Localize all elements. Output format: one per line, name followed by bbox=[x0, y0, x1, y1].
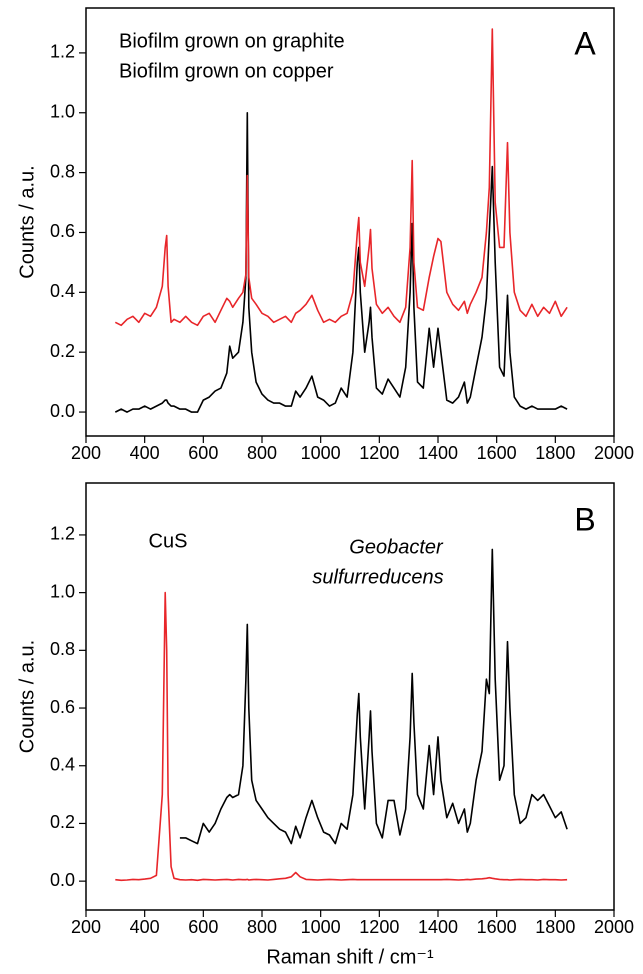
x-tick-label: 1600 bbox=[477, 917, 517, 937]
y-tick-label: 0.6 bbox=[50, 697, 75, 717]
x-tick-label: 1000 bbox=[301, 443, 341, 463]
x-tick-label: 1400 bbox=[418, 443, 458, 463]
plot-frame bbox=[85, 482, 615, 911]
x-axis-label: Raman shift / cm⁻¹ bbox=[266, 946, 434, 968]
y-tick-label: 1.2 bbox=[50, 42, 75, 62]
annotation: B bbox=[574, 501, 595, 537]
y-tick-label: 1.0 bbox=[50, 581, 75, 601]
x-tick-label: 400 bbox=[130, 917, 160, 937]
y-axis-label: Counts / a.u. bbox=[16, 640, 38, 753]
y-tick-label: 0.8 bbox=[50, 639, 75, 659]
x-tick-label: 1200 bbox=[359, 917, 399, 937]
plot-frame bbox=[85, 7, 615, 437]
y-tick-label: 0.0 bbox=[50, 401, 75, 421]
x-tick-label: 1000 bbox=[301, 917, 341, 937]
y-tick-label: 1.0 bbox=[50, 102, 75, 122]
x-tick-label: 600 bbox=[188, 917, 218, 937]
y-tick-label: 0.2 bbox=[50, 812, 75, 832]
spectrum-line bbox=[179, 548, 568, 845]
x-tick-label: 1600 bbox=[477, 443, 517, 463]
y-tick-label: 0.4 bbox=[50, 281, 75, 301]
y-tick-label: 0.4 bbox=[50, 754, 75, 774]
annotation: CuS bbox=[149, 530, 188, 552]
y-tick-label: 0.6 bbox=[50, 221, 75, 241]
x-tick-label: 2000 bbox=[594, 917, 634, 937]
x-tick-label: 200 bbox=[71, 443, 101, 463]
legend-entry: Biofilm grown on copper bbox=[119, 60, 334, 82]
x-tick-label: 1800 bbox=[535, 443, 575, 463]
annotation: Geobacter bbox=[349, 536, 444, 558]
x-tick-label: 800 bbox=[247, 443, 277, 463]
annotation: A bbox=[574, 25, 596, 61]
x-tick-label: 800 bbox=[247, 917, 277, 937]
spectrum-line bbox=[114, 28, 568, 327]
x-tick-label: 1800 bbox=[535, 917, 575, 937]
spectrum-line bbox=[114, 112, 568, 413]
y-tick-label: 1.2 bbox=[50, 524, 75, 544]
annotation: sulfurreducens bbox=[312, 566, 443, 588]
y-tick-label: 0.2 bbox=[50, 341, 75, 361]
x-tick-label: 1400 bbox=[418, 917, 458, 937]
y-tick-label: 0.0 bbox=[50, 870, 75, 890]
y-axis-label: Counts / a.u. bbox=[16, 165, 38, 278]
x-tick-label: 1200 bbox=[359, 443, 399, 463]
y-tick-label: 0.8 bbox=[50, 161, 75, 181]
x-tick-label: 400 bbox=[130, 443, 160, 463]
x-tick-label: 200 bbox=[71, 917, 101, 937]
spectrum-line bbox=[115, 591, 568, 882]
legend-entry: Biofilm grown on graphite bbox=[119, 30, 345, 52]
x-tick-label: 2000 bbox=[594, 443, 634, 463]
x-tick-label: 600 bbox=[188, 443, 218, 463]
